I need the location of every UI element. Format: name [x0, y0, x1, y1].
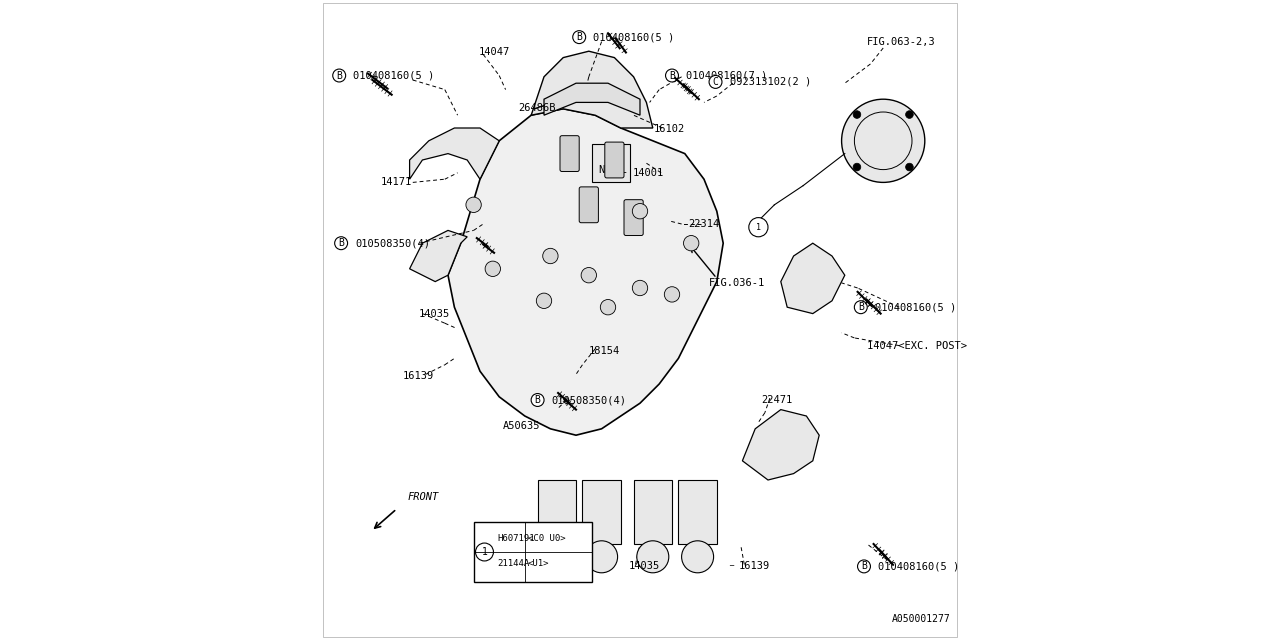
Text: FIG.063-2,3: FIG.063-2,3	[868, 36, 936, 47]
Polygon shape	[742, 410, 819, 480]
Bar	[591, 144, 630, 182]
Text: 14035: 14035	[420, 308, 451, 319]
Text: B: B	[669, 70, 675, 81]
Text: B: B	[338, 238, 344, 248]
Circle shape	[536, 293, 552, 308]
Text: 1: 1	[481, 547, 488, 557]
Circle shape	[852, 163, 860, 171]
Text: B: B	[576, 32, 582, 42]
Text: 010508350(4): 010508350(4)	[552, 395, 627, 405]
Text: 010408160(7 ): 010408160(7 )	[686, 70, 767, 81]
Text: FRONT: FRONT	[407, 492, 439, 502]
Text: 1: 1	[756, 223, 760, 232]
Circle shape	[749, 218, 768, 237]
Circle shape	[543, 248, 558, 264]
Polygon shape	[410, 230, 467, 282]
Text: <C0 U0>: <C0 U0>	[529, 534, 566, 543]
Circle shape	[632, 280, 648, 296]
Text: FIG.036-1: FIG.036-1	[709, 278, 765, 288]
Text: 14047: 14047	[479, 47, 509, 58]
Circle shape	[852, 111, 860, 118]
Text: <U1>: <U1>	[529, 559, 549, 568]
Text: B: B	[337, 70, 342, 81]
Circle shape	[684, 236, 699, 251]
Circle shape	[476, 543, 494, 561]
Bar	[474, 522, 591, 582]
Text: 16102: 16102	[654, 124, 685, 134]
Text: ─: ─	[620, 168, 626, 178]
Text: 14171: 14171	[381, 177, 412, 188]
Circle shape	[600, 300, 616, 315]
Text: A050001277: A050001277	[892, 614, 950, 624]
Circle shape	[906, 163, 914, 171]
Text: B: B	[858, 302, 864, 312]
Circle shape	[632, 204, 648, 219]
Text: 14035: 14035	[628, 561, 659, 572]
Circle shape	[485, 261, 500, 276]
Polygon shape	[448, 109, 723, 435]
Circle shape	[540, 541, 573, 573]
FancyBboxPatch shape	[580, 187, 599, 223]
Polygon shape	[634, 480, 672, 544]
Text: 010508350(4): 010508350(4)	[356, 238, 430, 248]
FancyBboxPatch shape	[561, 136, 580, 172]
FancyBboxPatch shape	[625, 200, 644, 236]
Polygon shape	[678, 480, 717, 544]
Text: 010408160(5 ): 010408160(5 )	[876, 302, 956, 312]
FancyBboxPatch shape	[604, 142, 625, 178]
Text: 092313102(2 ): 092313102(2 )	[730, 77, 810, 87]
Text: 22314: 22314	[689, 219, 719, 229]
Circle shape	[581, 268, 596, 283]
Text: 010408160(5 ): 010408160(5 )	[878, 561, 959, 572]
Circle shape	[637, 541, 668, 573]
Circle shape	[906, 111, 914, 118]
Text: 16139: 16139	[740, 561, 771, 572]
Text: 010408160(5 ): 010408160(5 )	[353, 70, 434, 81]
Circle shape	[586, 541, 618, 573]
Text: 16139: 16139	[403, 371, 434, 381]
Text: NS: NS	[599, 164, 611, 175]
Polygon shape	[410, 128, 499, 179]
Text: 21144A: 21144A	[498, 559, 530, 568]
Text: 010408160(5 ): 010408160(5 )	[594, 32, 675, 42]
Text: 18154: 18154	[589, 346, 620, 356]
Text: 22471: 22471	[762, 395, 792, 405]
Text: B: B	[861, 561, 867, 572]
Text: B: B	[535, 395, 540, 405]
Circle shape	[466, 197, 481, 212]
Circle shape	[842, 99, 925, 182]
Text: ─: ─	[730, 563, 733, 570]
Circle shape	[681, 541, 714, 573]
Polygon shape	[582, 480, 621, 544]
Polygon shape	[531, 51, 653, 128]
Text: C: C	[713, 77, 718, 87]
Polygon shape	[538, 480, 576, 544]
Text: 26486B: 26486B	[518, 102, 556, 113]
Text: 14047<EXC. POST>: 14047<EXC. POST>	[868, 340, 968, 351]
Circle shape	[664, 287, 680, 302]
Text: H607191: H607191	[498, 534, 535, 543]
Text: 14001: 14001	[632, 168, 663, 178]
Polygon shape	[544, 83, 640, 115]
Text: A50635: A50635	[502, 420, 540, 431]
Polygon shape	[781, 243, 845, 314]
